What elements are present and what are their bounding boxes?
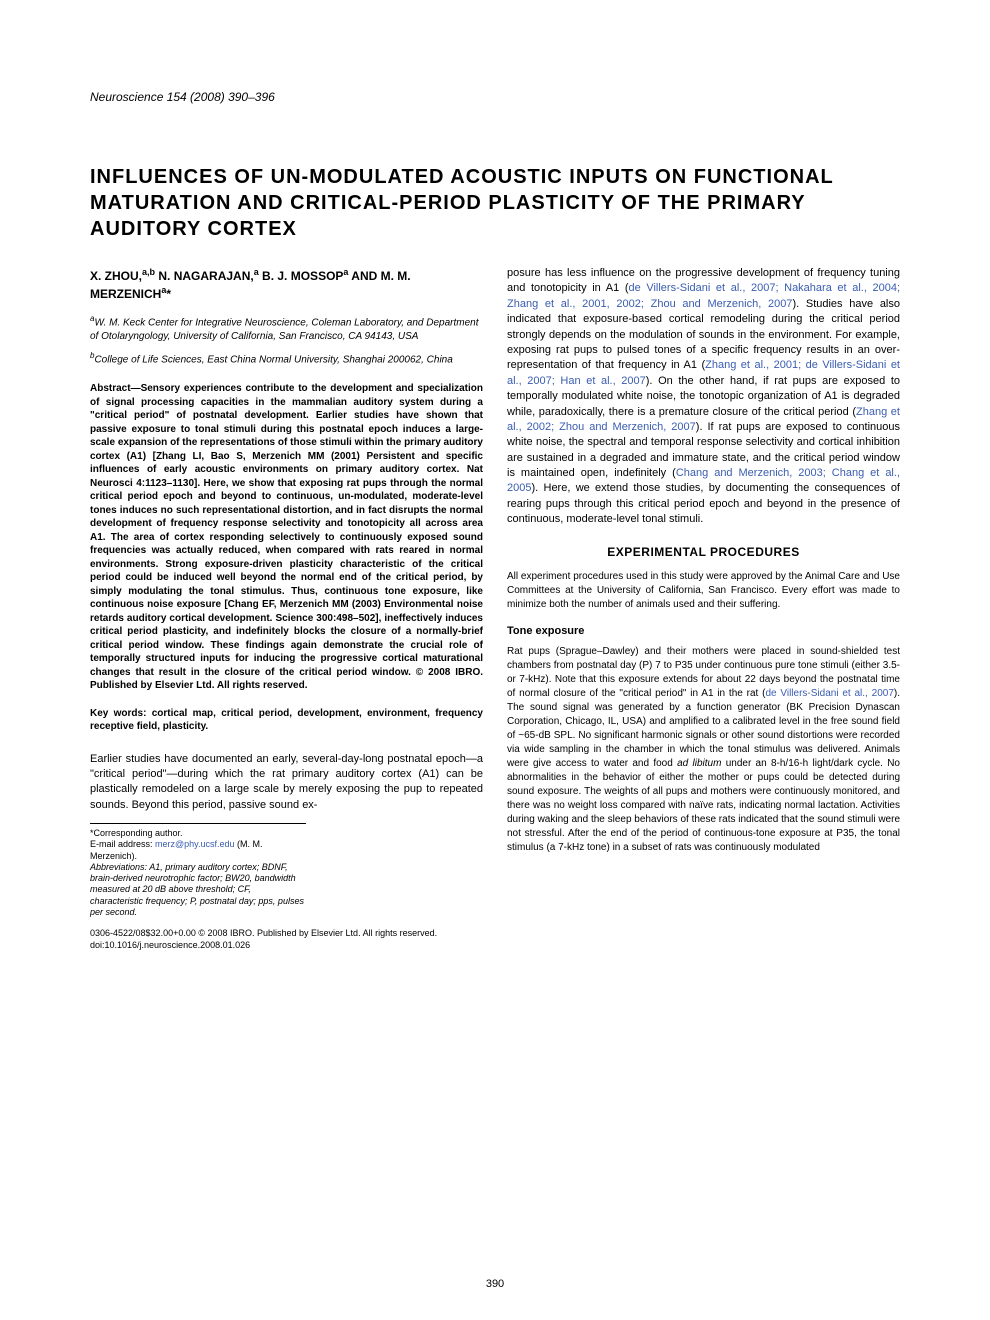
journal-header: Neuroscience 154 (2008) 390–396	[90, 90, 900, 104]
copyright-line: 0306-4522/08$32.00+0.00 © 2008 IBRO. Pub…	[90, 928, 900, 951]
section-heading-experimental: EXPERIMENTAL PROCEDURES	[507, 544, 900, 560]
email-link[interactable]: merz@phy.ucsf.edu	[155, 839, 235, 849]
tone-exposure-paragraph: Rat pups (Sprague–Dawley) and their moth…	[507, 645, 900, 855]
page-container: Neuroscience 154 (2008) 390–396 INFLUENC…	[0, 0, 990, 1320]
email-line: E-mail address: merz@phy.ucsf.edu (M. M.…	[90, 839, 306, 862]
experimental-intro: All experiment procedures used in this s…	[507, 570, 900, 612]
keywords-text: Key words: cortical map, critical period…	[90, 707, 483, 734]
tone-italic: ad libitum	[677, 758, 721, 769]
affiliation-a: aW. M. Keck Center for Integrative Neuro…	[90, 314, 483, 342]
abstract-text: Abstract—Sensory experiences contribute …	[90, 382, 483, 693]
email-label: E-mail address:	[90, 839, 155, 849]
tone-text-b: ). The sound signal was generated by a f…	[507, 688, 900, 769]
col2-paragraph-1: posure has less influence on the progres…	[507, 266, 900, 528]
tone-text-c: under an 8-h/16-h light/dark cycle. No a…	[507, 758, 900, 853]
two-column-layout: X. ZHOU,a,b N. NAGARAJAN,a B. J. MOSSOPa…	[90, 266, 900, 918]
doi-text: doi:10.1016/j.neuroscience.2008.01.026	[90, 940, 250, 950]
subheading-tone-exposure: Tone exposure	[507, 624, 900, 639]
intro-paragraph: Earlier studies have documented an early…	[90, 752, 483, 814]
affiliation-b: bCollege of Life Sciences, East China No…	[90, 351, 483, 366]
author-list: X. ZHOU,a,b N. NAGARAJAN,a B. J. MOSSOPa…	[90, 266, 483, 302]
affiliation-a-text: W. M. Keck Center for Integrative Neuros…	[90, 318, 479, 342]
affiliation-b-text: College of Life Sciences, East China Nor…	[94, 354, 452, 365]
col2-text-e: ). Here, we extend those studies, by doc…	[507, 482, 900, 525]
abbreviations-note: Abbreviations: A1, primary auditory cort…	[90, 862, 306, 918]
copyright-text: 0306-4522/08$32.00+0.00 © 2008 IBRO. Pub…	[90, 928, 437, 938]
left-column: X. ZHOU,a,b N. NAGARAJAN,a B. J. MOSSOPa…	[90, 266, 483, 918]
footnotes-block: *Corresponding author. E-mail address: m…	[90, 823, 306, 918]
corresponding-author-note: *Corresponding author.	[90, 828, 306, 839]
right-column: posure has less influence on the progres…	[507, 266, 900, 918]
article-title: INFLUENCES OF UN-MODULATED ACOUSTIC INPU…	[90, 164, 900, 242]
citation-link-tone[interactable]: de Villers-Sidani et al., 2007	[765, 688, 893, 699]
page-number: 390	[486, 1278, 504, 1290]
abbreviations-text: Abbreviations: A1, primary auditory cort…	[90, 862, 304, 917]
